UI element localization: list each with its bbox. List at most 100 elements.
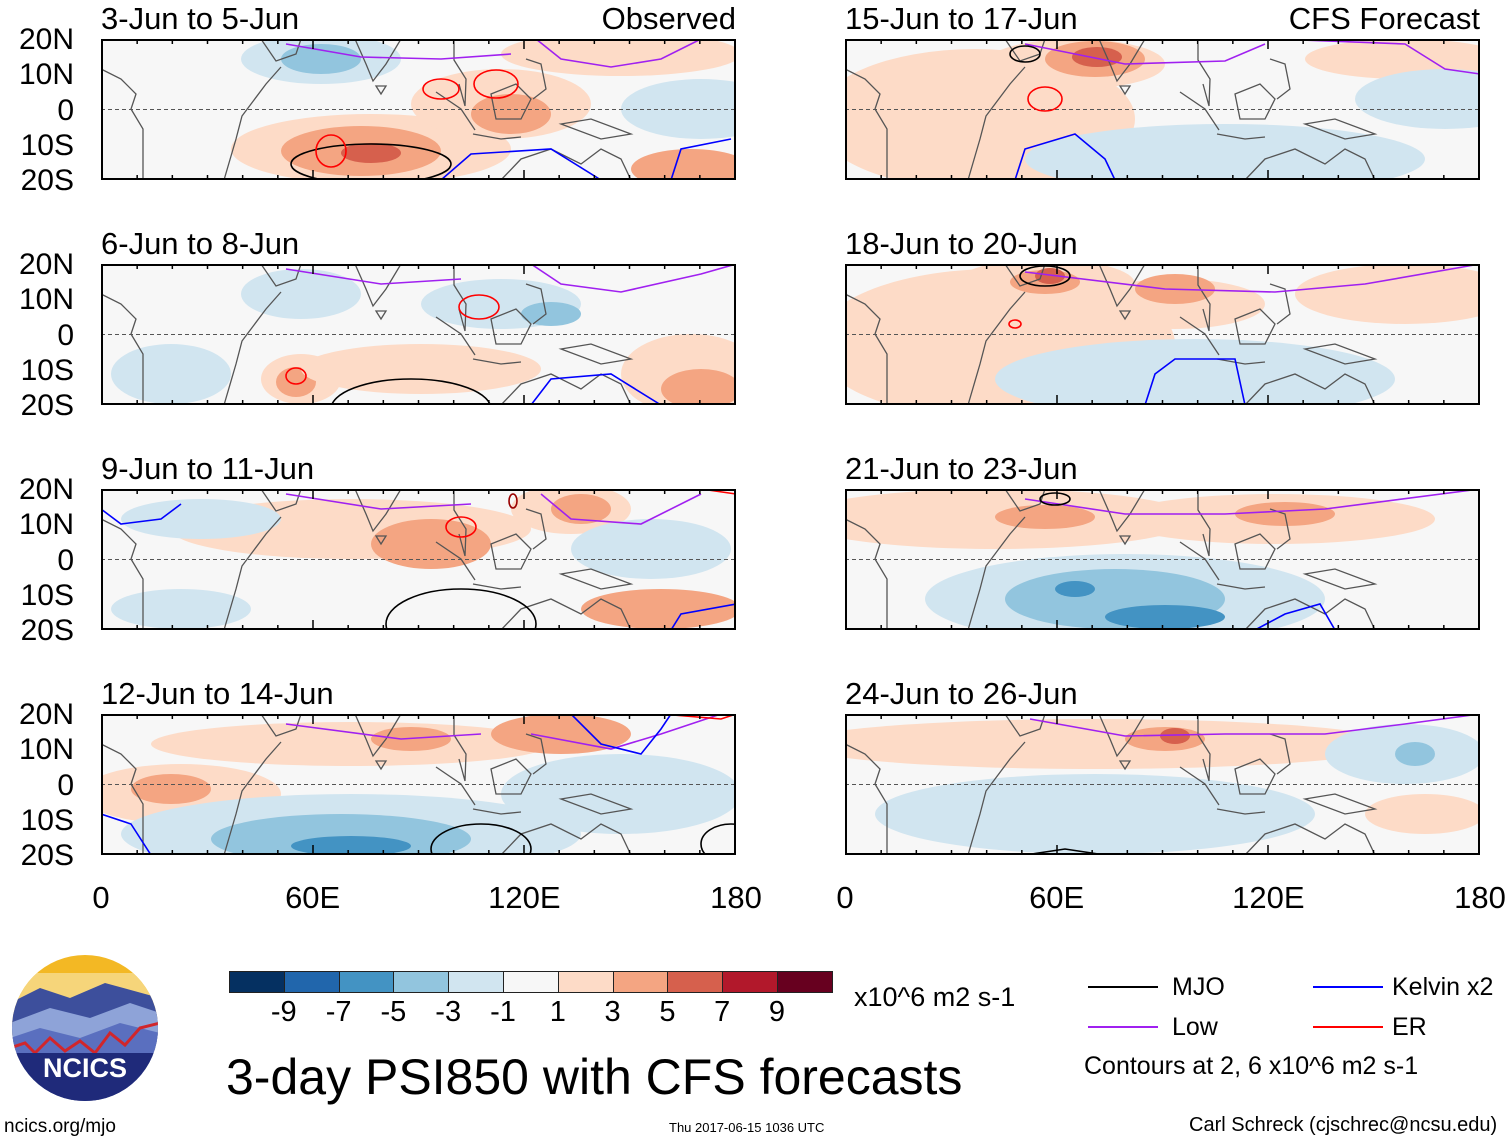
mjo-legend-label: MJO bbox=[1172, 973, 1225, 1001]
colorbar-tick-label: -7 bbox=[325, 996, 352, 1028]
colorbar-swatch bbox=[612, 971, 669, 993]
anomaly-shading bbox=[581, 589, 736, 629]
footer-url[interactable]: ncics.org/mjo bbox=[4, 1116, 116, 1137]
coastline bbox=[1197, 719, 1211, 782]
coastline bbox=[558, 118, 634, 140]
coastline bbox=[1098, 714, 1146, 758]
colorbar-tick-label: 5 bbox=[659, 996, 676, 1028]
coastline bbox=[1269, 733, 1291, 775]
lat-label: 10N bbox=[18, 58, 74, 92]
contour-line bbox=[385, 588, 537, 630]
lat-label: 20S bbox=[20, 164, 74, 197]
coastline bbox=[260, 714, 302, 737]
colorbar-tick-label: 9 bbox=[768, 996, 786, 1028]
lon-label: 60E bbox=[1029, 880, 1085, 915]
panel-source-label: CFS Forecast bbox=[1288, 1, 1480, 36]
contour-line bbox=[430, 823, 532, 855]
coastline bbox=[354, 714, 402, 758]
contour-line bbox=[101, 813, 152, 855]
coastline bbox=[525, 508, 547, 550]
anomaly-shading bbox=[131, 774, 211, 804]
lat-label: 10N bbox=[18, 508, 74, 542]
coastline bbox=[1098, 39, 1146, 83]
coastline bbox=[1269, 58, 1291, 100]
contour-line bbox=[1024, 489, 1480, 515]
lon-label: 0 bbox=[836, 880, 854, 915]
coastline bbox=[967, 291, 1026, 405]
panel-date-range: 18-Jun to 20-Jun bbox=[845, 226, 1078, 261]
contour-line bbox=[1024, 43, 1266, 65]
coastline bbox=[845, 518, 888, 630]
coastline bbox=[472, 133, 522, 140]
anomaly-shading bbox=[521, 302, 581, 326]
coastline bbox=[101, 293, 144, 405]
panel-date-range: 24-Jun to 26-Jun bbox=[845, 676, 1078, 711]
anomaly-shading bbox=[1160, 728, 1190, 744]
coastline bbox=[1234, 533, 1276, 570]
coastline bbox=[1234, 308, 1276, 345]
colorbar-swatch bbox=[448, 971, 504, 993]
coastline bbox=[1216, 808, 1266, 815]
low-legend-line bbox=[1088, 1026, 1158, 1028]
coastline bbox=[1098, 264, 1146, 308]
contour-line bbox=[473, 69, 519, 99]
coastline bbox=[374, 535, 388, 546]
coastline bbox=[845, 743, 888, 855]
colorbar-swatch bbox=[338, 971, 395, 993]
anomaly-shading bbox=[111, 344, 231, 404]
contour-line bbox=[315, 134, 347, 168]
coastline bbox=[967, 741, 1026, 855]
coastline bbox=[1197, 269, 1211, 332]
lat-label: 10S bbox=[20, 803, 74, 837]
low-legend-label: Low bbox=[1172, 1013, 1218, 1041]
coastline bbox=[101, 68, 144, 180]
anomaly-shading bbox=[1025, 124, 1425, 180]
colorbar-tick-label: -5 bbox=[380, 996, 407, 1028]
contour-line bbox=[1024, 264, 1480, 293]
colorbar-swatch bbox=[667, 971, 724, 993]
anomaly-shading bbox=[551, 494, 611, 524]
kelvin-legend-line bbox=[1313, 986, 1383, 988]
coastline bbox=[525, 733, 547, 775]
psi850-map bbox=[101, 714, 736, 855]
er-legend-label: ER bbox=[1392, 1013, 1427, 1041]
coastline bbox=[500, 598, 632, 630]
anomaly-shading bbox=[1305, 39, 1480, 79]
anomaly-shading bbox=[1355, 69, 1480, 129]
colorbar-tick-label: -1 bbox=[490, 996, 516, 1028]
coastline bbox=[223, 516, 282, 630]
coastline bbox=[1118, 85, 1132, 96]
contour-line bbox=[530, 714, 722, 750]
lat-label: 20N bbox=[18, 698, 74, 731]
coastline bbox=[1302, 343, 1378, 365]
anomaly-shading bbox=[151, 722, 551, 766]
coastline bbox=[374, 760, 388, 771]
psi850-map bbox=[101, 264, 736, 405]
footer-author: Carl Schreck (cjschrec@ncsu.edu) bbox=[1189, 1114, 1498, 1136]
psi850-map bbox=[101, 39, 736, 180]
coastline bbox=[525, 283, 547, 325]
contour-line bbox=[1027, 86, 1063, 112]
lat-label: 0 bbox=[57, 768, 74, 802]
figure-title: 3-day PSI850 with CFS forecasts bbox=[226, 1049, 963, 1105]
coastline bbox=[558, 343, 634, 365]
colorbar-swatch bbox=[557, 971, 614, 993]
coastline bbox=[1216, 133, 1266, 140]
anomaly-shading bbox=[1072, 47, 1122, 67]
lat-label: 20S bbox=[20, 614, 74, 647]
coastline bbox=[490, 533, 532, 570]
contour-line bbox=[285, 723, 482, 740]
lat-label: 20S bbox=[20, 839, 74, 872]
coastline bbox=[223, 291, 282, 405]
lon-label: 120E bbox=[488, 880, 561, 915]
colorbar-tick-label: 7 bbox=[714, 996, 731, 1028]
contour-line bbox=[670, 138, 732, 180]
coastline bbox=[1197, 44, 1211, 107]
contour-line bbox=[440, 148, 602, 180]
lat-label: 10N bbox=[18, 733, 74, 767]
anomaly-shading bbox=[501, 39, 736, 76]
coastline bbox=[101, 743, 144, 855]
anomaly-shading bbox=[301, 344, 541, 394]
mjo-legend-line bbox=[1088, 986, 1158, 988]
